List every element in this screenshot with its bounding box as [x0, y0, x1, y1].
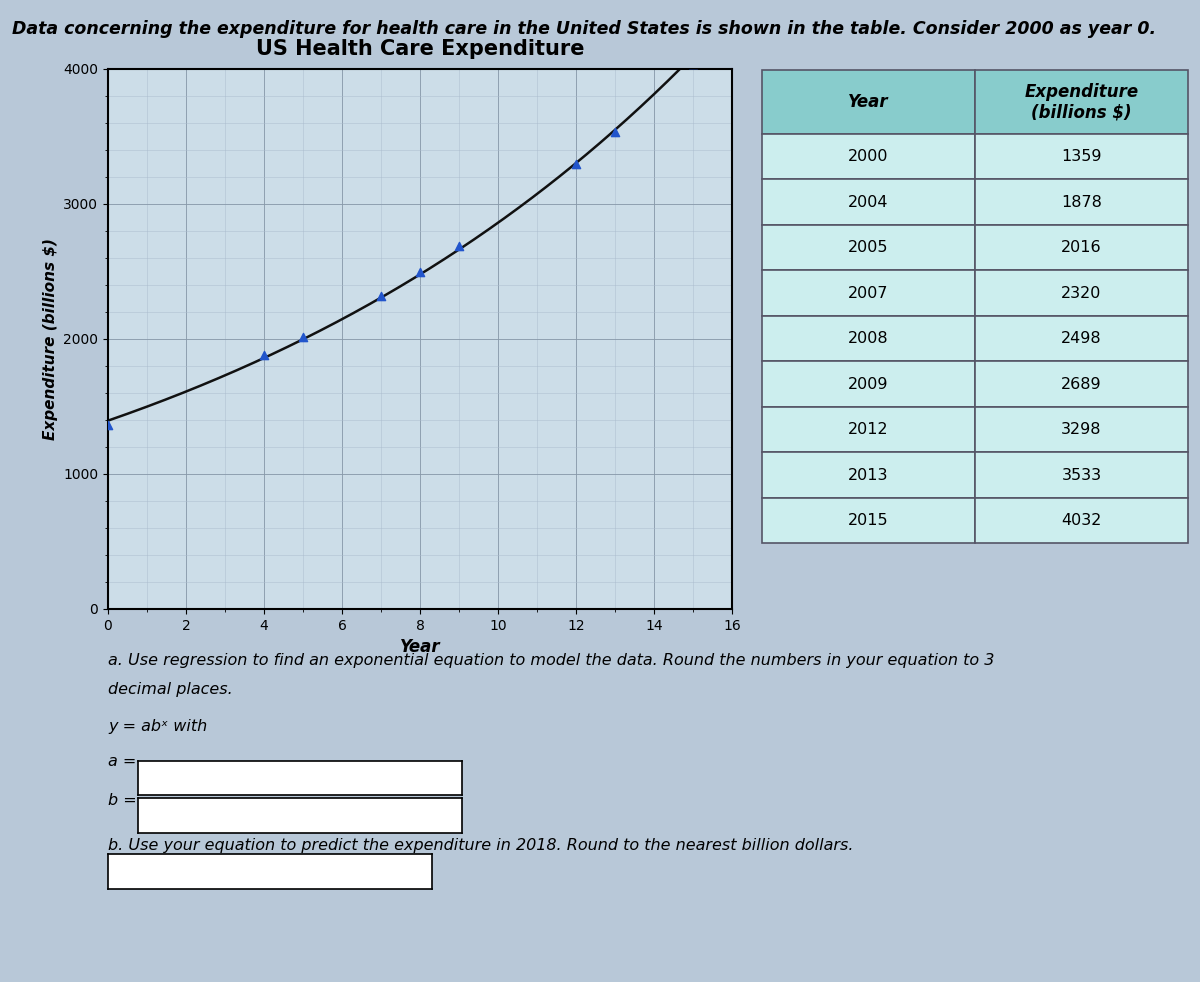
Title: US Health Care Expenditure: US Health Care Expenditure: [256, 39, 584, 59]
Point: [372, 288, 391, 303]
Text: b =: b =: [108, 793, 137, 808]
Text: a =: a =: [108, 754, 137, 769]
Point: [254, 348, 274, 363]
Text: b. Use your equation to predict the expenditure in 2018. Round to the nearest bi: b. Use your equation to predict the expe…: [108, 838, 853, 852]
Y-axis label: Expenditure (billions $): Expenditure (billions $): [42, 238, 58, 440]
X-axis label: Year: Year: [400, 638, 440, 656]
Text: Data concerning the expenditure for health care in the United States is shown in: Data concerning the expenditure for heal…: [12, 21, 1156, 38]
Point: [449, 238, 468, 253]
Point: [566, 156, 586, 172]
Point: [293, 329, 312, 345]
Point: [98, 417, 118, 433]
Text: decimal places.: decimal places.: [108, 682, 233, 697]
Point: [684, 57, 703, 73]
Text: y = abˣ with: y = abˣ with: [108, 719, 208, 734]
Point: [410, 264, 430, 280]
Text: a. Use regression to find an exponential equation to model the data. Round the n: a. Use regression to find an exponential…: [108, 653, 995, 668]
Point: [606, 124, 625, 139]
